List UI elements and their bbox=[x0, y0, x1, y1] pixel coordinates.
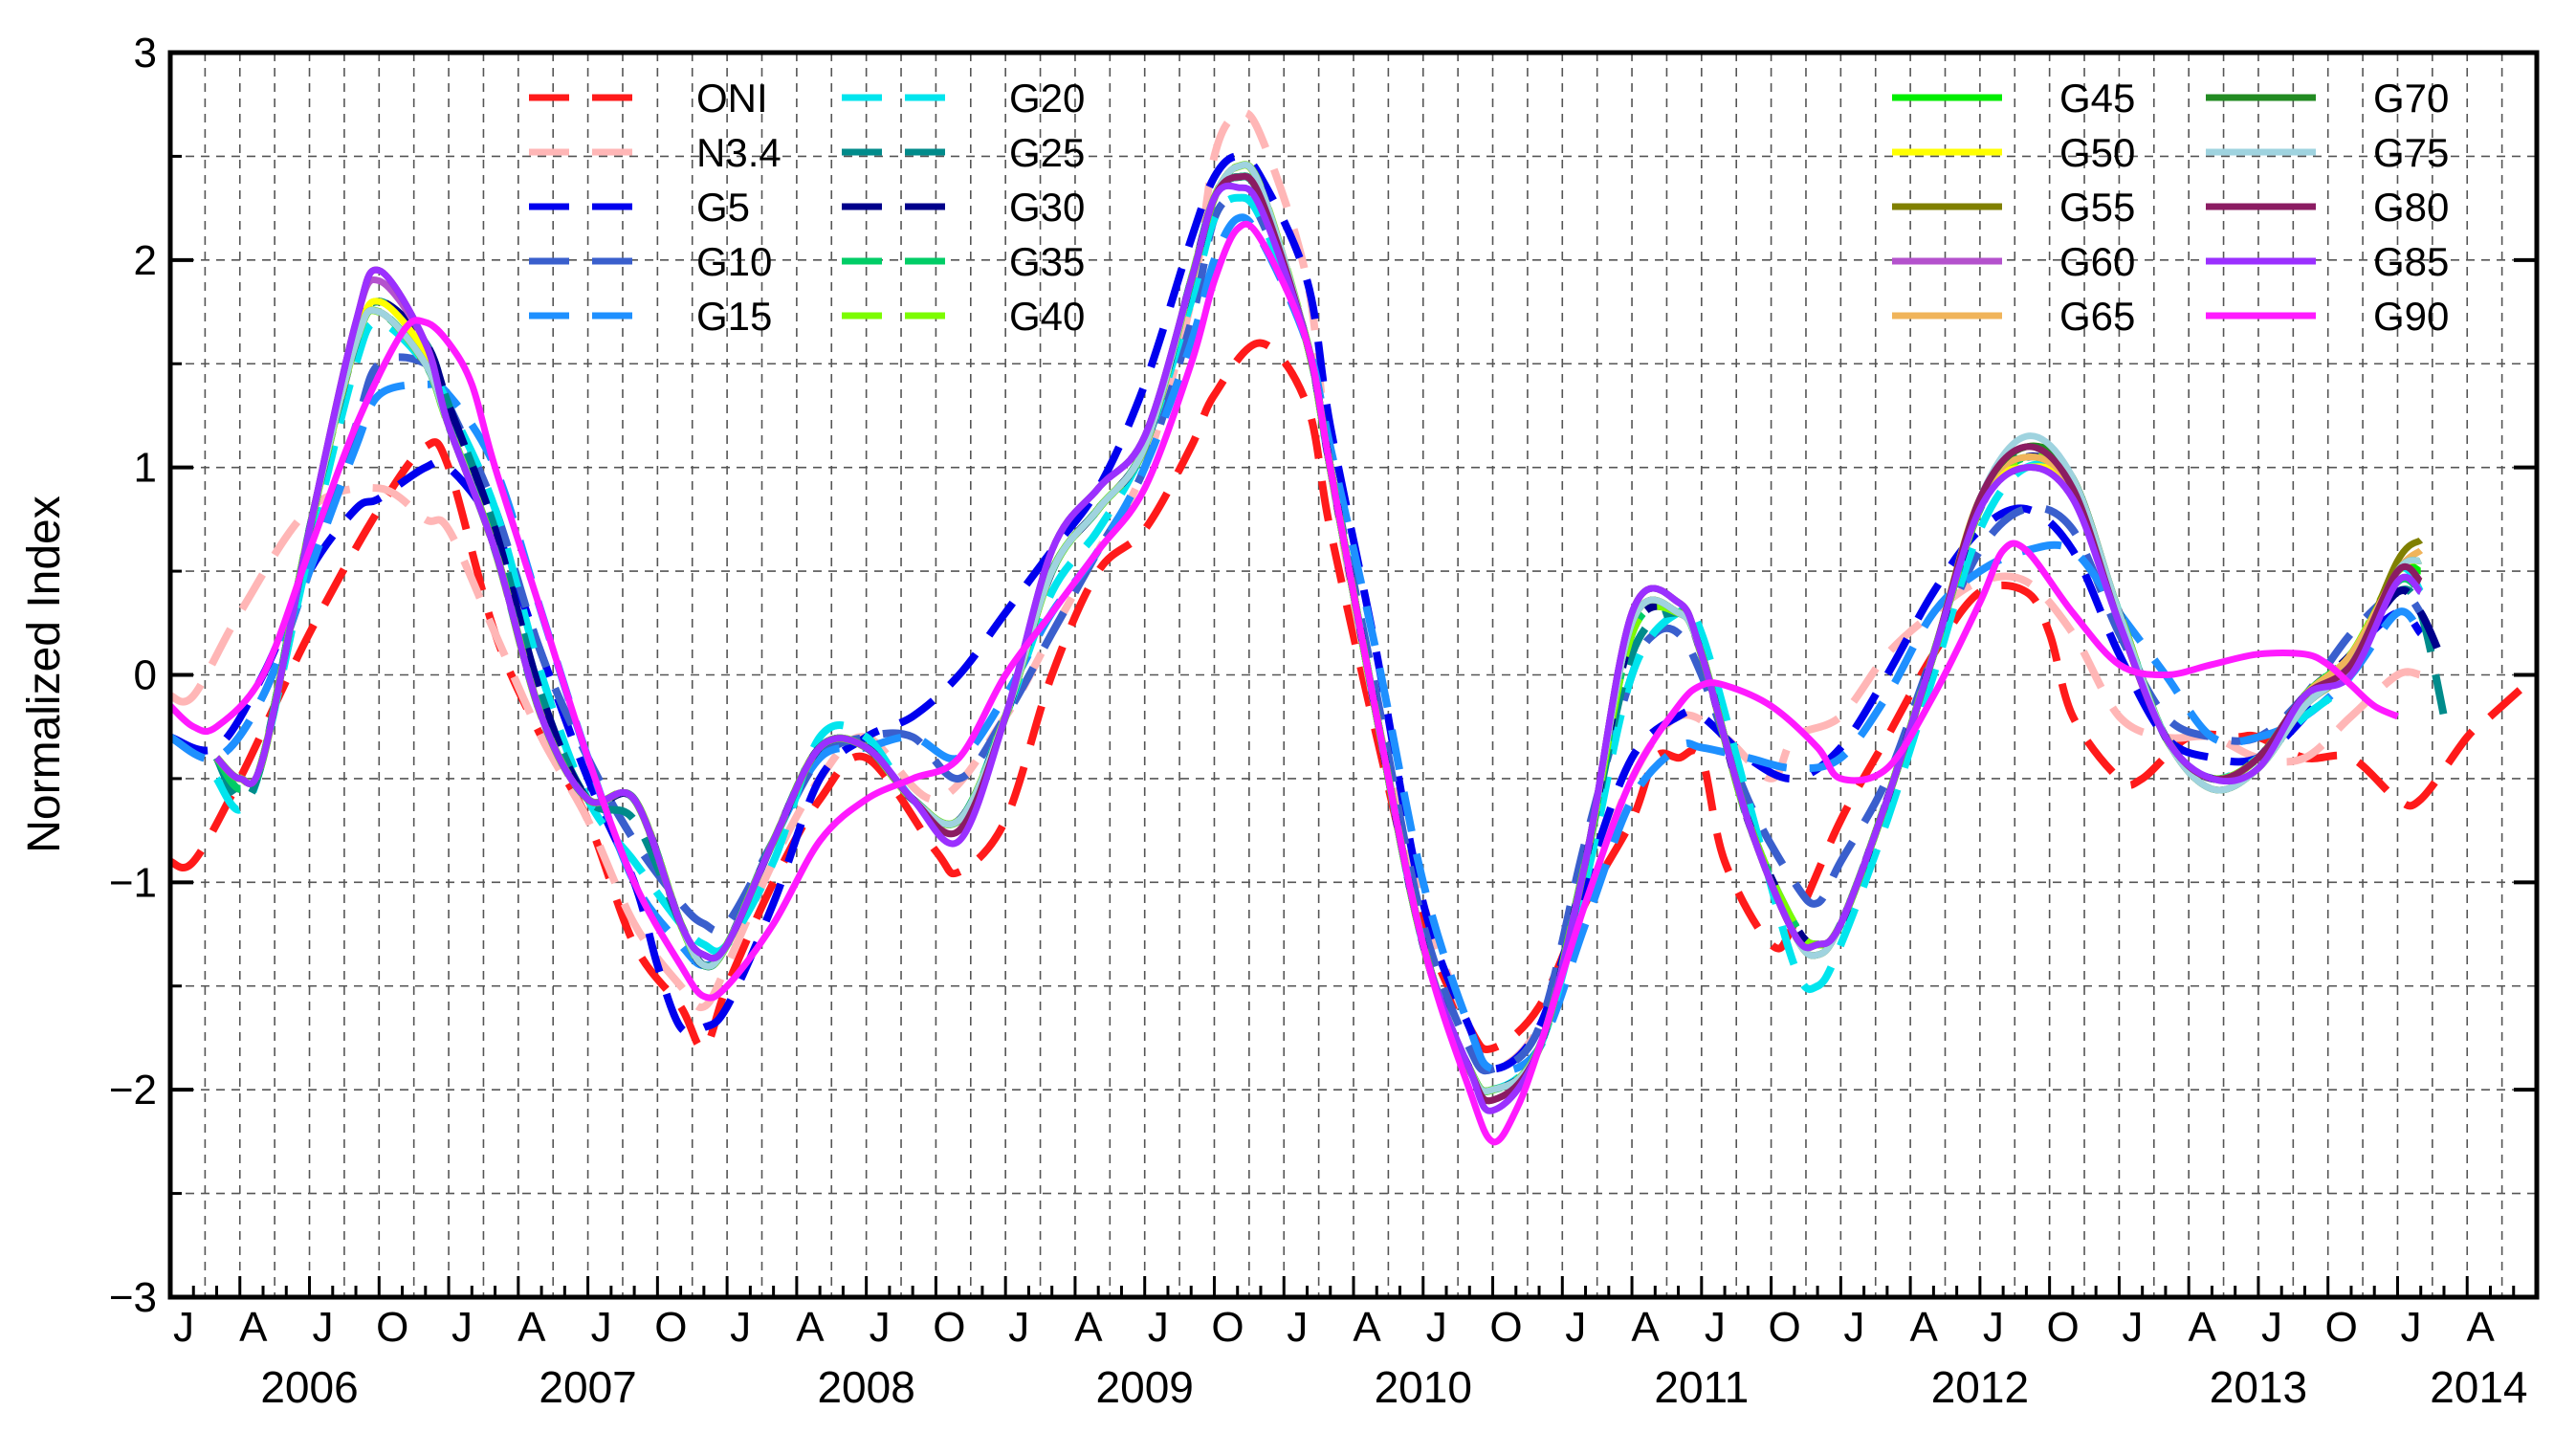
legend-label-g60: G60 bbox=[2059, 239, 2135, 284]
x-month-label: J bbox=[870, 1304, 891, 1351]
x-year-label: 2009 bbox=[1096, 1362, 1194, 1412]
x-month-label: J bbox=[730, 1304, 751, 1351]
x-month-label: J bbox=[591, 1304, 612, 1351]
x-month-label: A bbox=[1353, 1304, 1381, 1351]
x-month-label: J bbox=[1426, 1304, 1447, 1351]
x-month-label: J bbox=[2400, 1304, 2421, 1351]
x-month-label: A bbox=[2467, 1304, 2496, 1351]
legend-label-g5: G5 bbox=[696, 185, 750, 230]
legend-label-g85: G85 bbox=[2373, 239, 2449, 284]
x-month-label: J bbox=[2261, 1304, 2282, 1351]
x-month-label: A bbox=[796, 1304, 825, 1351]
x-month-label: J bbox=[313, 1304, 334, 1351]
legend: ONI N3.4 G5 G10 G15 G20 G25 G30 G35 G40 G45 G50 G55 G… bbox=[529, 76, 2449, 339]
x-month-label: O bbox=[376, 1304, 408, 1351]
x-month-label: J bbox=[1565, 1304, 1586, 1351]
x-month-label: J bbox=[1008, 1304, 1029, 1351]
legend-label-g55: G55 bbox=[2059, 185, 2135, 230]
x-month-label: J bbox=[173, 1304, 194, 1351]
legend-label-g35: G35 bbox=[1009, 239, 1085, 284]
x-month-label: J bbox=[451, 1304, 473, 1351]
y-tick-label: −2 bbox=[109, 1067, 157, 1113]
legend-label-g25: G25 bbox=[1009, 130, 1085, 175]
x-month-label: A bbox=[1631, 1304, 1660, 1351]
x-month-label: O bbox=[2325, 1304, 2358, 1351]
x-month-label: J bbox=[1705, 1304, 1726, 1351]
y-tick-label: −1 bbox=[109, 859, 157, 906]
x-year-label: 2013 bbox=[2210, 1362, 2307, 1412]
x-month-label: A bbox=[2188, 1304, 2216, 1351]
legend-label-g65: G65 bbox=[2059, 294, 2135, 339]
x-year-label: 2010 bbox=[1375, 1362, 1472, 1412]
series-line-g90 bbox=[170, 220, 2399, 1146]
x-month-label: A bbox=[1909, 1304, 1938, 1351]
x-year-label: 2007 bbox=[539, 1362, 636, 1412]
x-year-label: 2014 bbox=[2430, 1362, 2527, 1412]
legend-label-g40: G40 bbox=[1009, 294, 1085, 339]
y-tick-label: 2 bbox=[134, 237, 157, 284]
x-month-label: O bbox=[654, 1304, 687, 1351]
y-axis-title: Normalized Index bbox=[19, 496, 70, 853]
x-month-label: O bbox=[933, 1304, 965, 1351]
x-year-label: 2011 bbox=[1654, 1362, 1749, 1412]
x-month-label: J bbox=[1983, 1304, 2004, 1351]
x-month-label: A bbox=[239, 1304, 268, 1351]
legend-label-g90: G90 bbox=[2373, 294, 2449, 339]
x-month-label: J bbox=[2122, 1304, 2143, 1351]
legend-label-g15: G15 bbox=[696, 294, 772, 339]
x-year-label: 2012 bbox=[1931, 1362, 2029, 1412]
y-tick-label: −3 bbox=[109, 1274, 157, 1321]
y-tick-label: 3 bbox=[134, 30, 157, 77]
x-month-label: J bbox=[1287, 1304, 1308, 1351]
series-line-n34 bbox=[170, 108, 2422, 1073]
legend-label-g10: G10 bbox=[696, 239, 772, 284]
y-tick-label: 0 bbox=[134, 652, 157, 699]
x-month-label: O bbox=[2047, 1304, 2080, 1351]
legend-label-g70: G70 bbox=[2373, 76, 2449, 121]
y-tick-label: 1 bbox=[134, 445, 157, 492]
legend-label-g75: G75 bbox=[2373, 130, 2449, 175]
x-month-label: O bbox=[1489, 1304, 1522, 1351]
legend-label-g50: G50 bbox=[2059, 130, 2135, 175]
x-month-label: O bbox=[1211, 1304, 1244, 1351]
series-layer bbox=[170, 108, 2537, 1146]
x-month-label: A bbox=[1074, 1304, 1103, 1351]
x-month-label: J bbox=[1843, 1304, 1864, 1351]
x-year-label: 2006 bbox=[260, 1362, 358, 1412]
x-year-label: 2008 bbox=[817, 1362, 914, 1412]
legend-label-n34: N3.4 bbox=[696, 130, 782, 175]
legend-label-oni: ONI bbox=[696, 76, 768, 121]
legend-label-g80: G80 bbox=[2373, 185, 2449, 230]
x-month-label: O bbox=[1768, 1304, 1800, 1351]
legend-label-g45: G45 bbox=[2059, 76, 2135, 121]
legend-label-g20: G20 bbox=[1009, 76, 1085, 121]
series-line-oni bbox=[170, 339, 2537, 1053]
x-month-label: J bbox=[1148, 1304, 1169, 1351]
legend-label-g30: G30 bbox=[1009, 185, 1085, 230]
x-month-label: A bbox=[517, 1304, 546, 1351]
